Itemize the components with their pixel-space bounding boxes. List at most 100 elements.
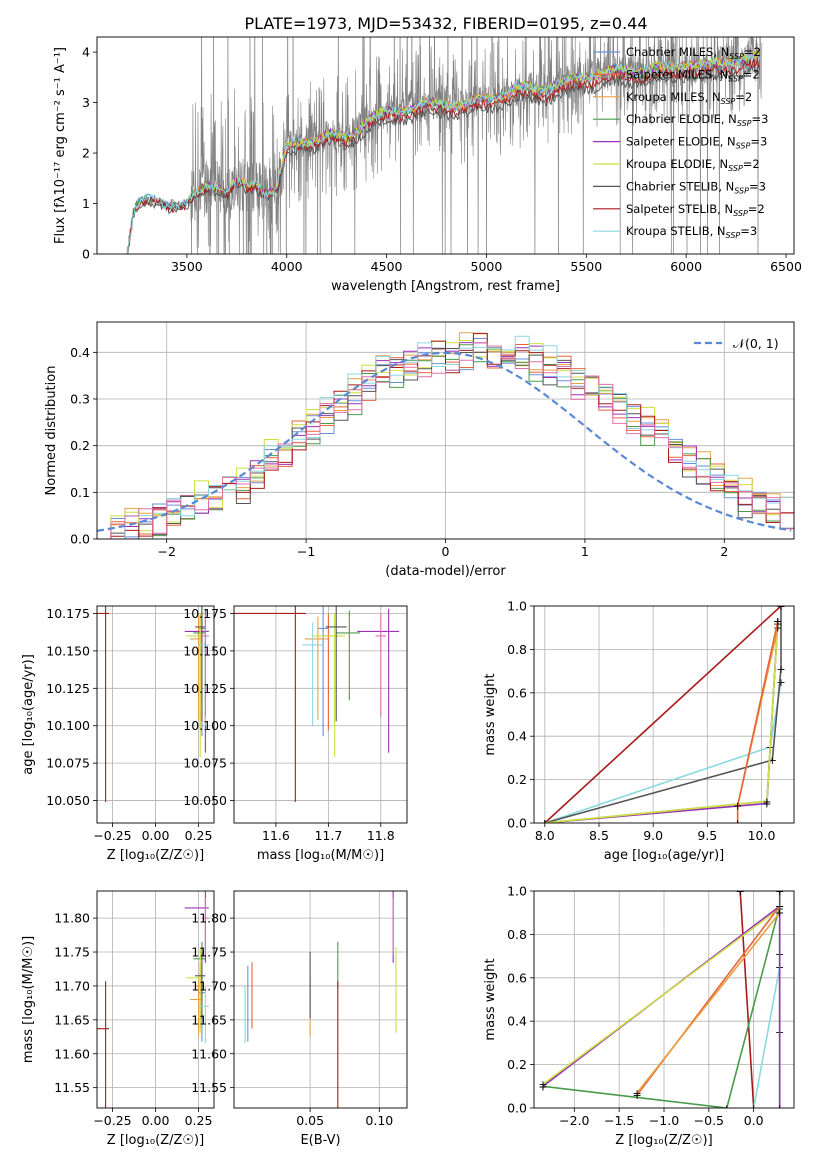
y-tick-label: 10.150 [46, 643, 90, 658]
y-tick-label: 11.60 [191, 1046, 227, 1061]
y-tick-label: 11.70 [191, 978, 227, 993]
cumulative-weight-line [542, 905, 781, 1108]
x-tick-label: 3500 [171, 259, 203, 274]
legend-entry-label: Chabrier MILES, NSSP=2 [626, 45, 761, 61]
legend-entry-label: 𝒩(0, 1) [733, 336, 779, 351]
figure-title: PLATE=1973, MJD=53432, FIBERID=0195, z=0… [244, 14, 647, 33]
cumulative-weight-line [636, 912, 781, 1094]
plot-area-spectrum [126, 37, 763, 254]
point-marker: + [538, 1078, 547, 1091]
point-marker: + [773, 615, 782, 628]
cumulative-weight-line [739, 891, 755, 1108]
point-marker: + [540, 817, 549, 830]
axes-frame [96, 605, 215, 824]
panel-age-vs-mass: 11.6 11.7 11.8 10.050 10.075 10.100 10.125 10.1… [183, 605, 408, 863]
panel-weight-vs-Z: +++++++++++++++++++++−2.0 −1.5 −1.0 −0.5 0.0… [483, 884, 795, 1148]
y-tick-label: 11.65 [54, 1012, 90, 1027]
x-tick-label: 0.0 [744, 1113, 764, 1128]
legend-entry-label: Kroupa ELODIE, NSSP=2 [626, 157, 760, 173]
point-marker: + [632, 1089, 641, 1102]
legend-entry-label: Chabrier STELIB, NSSP=3 [626, 179, 766, 195]
model-spectrum-line [127, 58, 760, 254]
panel-weight-vs-age: ++++++++++++++++++++++++8.0 8.5 9.0 9.5 10.0… [483, 599, 795, 863]
y-tick-label: 11.60 [54, 1046, 90, 1061]
axes-frame [533, 890, 795, 1109]
x-tick-label: −1 [297, 544, 315, 559]
point-marker: + [775, 907, 784, 920]
y-tick-label: 0.8 [507, 642, 527, 657]
y-tick-label: 10.075 [183, 756, 227, 771]
y-tick-label: 1.0 [507, 884, 527, 899]
cumulative-weight-line [542, 907, 781, 1085]
point-marker: + [540, 817, 549, 830]
y-tick-label: 0.3 [70, 392, 90, 407]
y-tick-label: 10.050 [46, 793, 90, 808]
point-marker: + [722, 1102, 731, 1115]
y-tick-label: 10.150 [183, 643, 227, 658]
panel-residuals: −2 −1 0 1 2 0.0 0.1 0.2 0.3 0.4 (data-model)/error… [44, 321, 795, 579]
panel-mass-vs-EBV: 0.05 0.10 11.55 11.60 11.65 11.70 11.75 11.80 E(… [191, 890, 408, 1148]
point-marker: + [540, 817, 549, 830]
panel-spectrum: 3500 4000 4500 5000 5500 6000 6500 0 1 2 3 4 wavelen… [53, 36, 802, 294]
x-axis-label: mass [log₁₀(M/M☉)] [257, 848, 384, 863]
x-tick-label: 0.05 [296, 1113, 324, 1128]
axes-frame [96, 36, 795, 255]
axes-frame [533, 605, 795, 824]
y-tick-label: 0.6 [507, 685, 527, 700]
x-axis-label: (data-model)/error [385, 564, 506, 579]
x-tick-label: 6500 [770, 259, 802, 274]
x-tick-label: 11.7 [314, 828, 342, 843]
residual-histogram [97, 342, 794, 539]
axes-frame [233, 605, 408, 824]
y-tick-label: 11.80 [54, 911, 90, 926]
x-tick-label: 0.00 [142, 1113, 170, 1128]
y-axis-label: mass weight [483, 673, 498, 755]
y-tick-label: 0.8 [507, 927, 527, 942]
point-marker: + [733, 817, 742, 830]
y-tick-label: 0.6 [507, 970, 527, 985]
axes-frame [96, 890, 215, 1109]
point-marker: + [736, 885, 745, 898]
legend-entry-label: Kroupa MILES, NSSP=2 [626, 90, 752, 106]
plot-area-weight-vs-age: ++++++++++++++++++++++++ [534, 600, 794, 830]
x-tick-label: 4500 [371, 259, 403, 274]
x-tick-label: 4000 [271, 259, 303, 274]
y-tick-label: 11.55 [191, 1080, 227, 1095]
point-marker: + [775, 1102, 784, 1115]
x-tick-label: 0 [442, 544, 450, 559]
normal-distribution-curve [97, 351, 792, 532]
x-tick-label: 0.25 [185, 828, 213, 843]
model-spectrum-line [127, 49, 761, 254]
cumulative-weight-line [544, 606, 782, 823]
x-tick-label: 5000 [471, 259, 503, 274]
panel-age-vs-Z: −0.25 0.00 0.25 10.050 10.075 10.100 10.125 10.… [21, 605, 215, 863]
point-marker: + [540, 817, 549, 830]
x-tick-label: −0.25 [93, 1113, 131, 1128]
point-marker: + [776, 600, 785, 613]
x-tick-label: −0.5 [694, 1113, 724, 1128]
y-tick-label: 11.65 [191, 1012, 227, 1027]
legend-entry-label: Salpeter STELIB, NSSP=2 [626, 202, 765, 218]
point-marker: + [540, 817, 549, 830]
x-tick-label: 8.0 [535, 828, 555, 843]
y-tick-label: 0.0 [507, 1101, 527, 1116]
y-tick-label: 0 [82, 247, 90, 262]
y-tick-label: 10.125 [46, 681, 90, 696]
axes-frame [233, 890, 408, 1109]
plot-area-mass-vs-Z [97, 891, 214, 1108]
y-tick-label: 0.2 [507, 772, 527, 787]
x-axis-label: wavelength [Angstrom, rest frame] [331, 279, 560, 294]
point-marker: + [775, 885, 784, 898]
residual-histogram [97, 332, 794, 539]
x-tick-label: 9.0 [643, 828, 663, 843]
point-marker: + [762, 797, 771, 810]
point-marker: + [773, 622, 782, 635]
cumulative-weight-line [544, 623, 779, 823]
y-axis-label: Flux [fλ10⁻¹⁷ erg cm⁻² s⁻¹ A⁻¹] [53, 47, 68, 244]
y-axis-label: mass weight [483, 958, 498, 1040]
y-axis-label: mass [log₁₀(M/M☉)] [21, 936, 36, 1063]
cumulative-weight-line [544, 681, 782, 823]
plot-area-age-vs-mass [234, 606, 407, 823]
y-tick-label: 0.2 [70, 438, 90, 453]
